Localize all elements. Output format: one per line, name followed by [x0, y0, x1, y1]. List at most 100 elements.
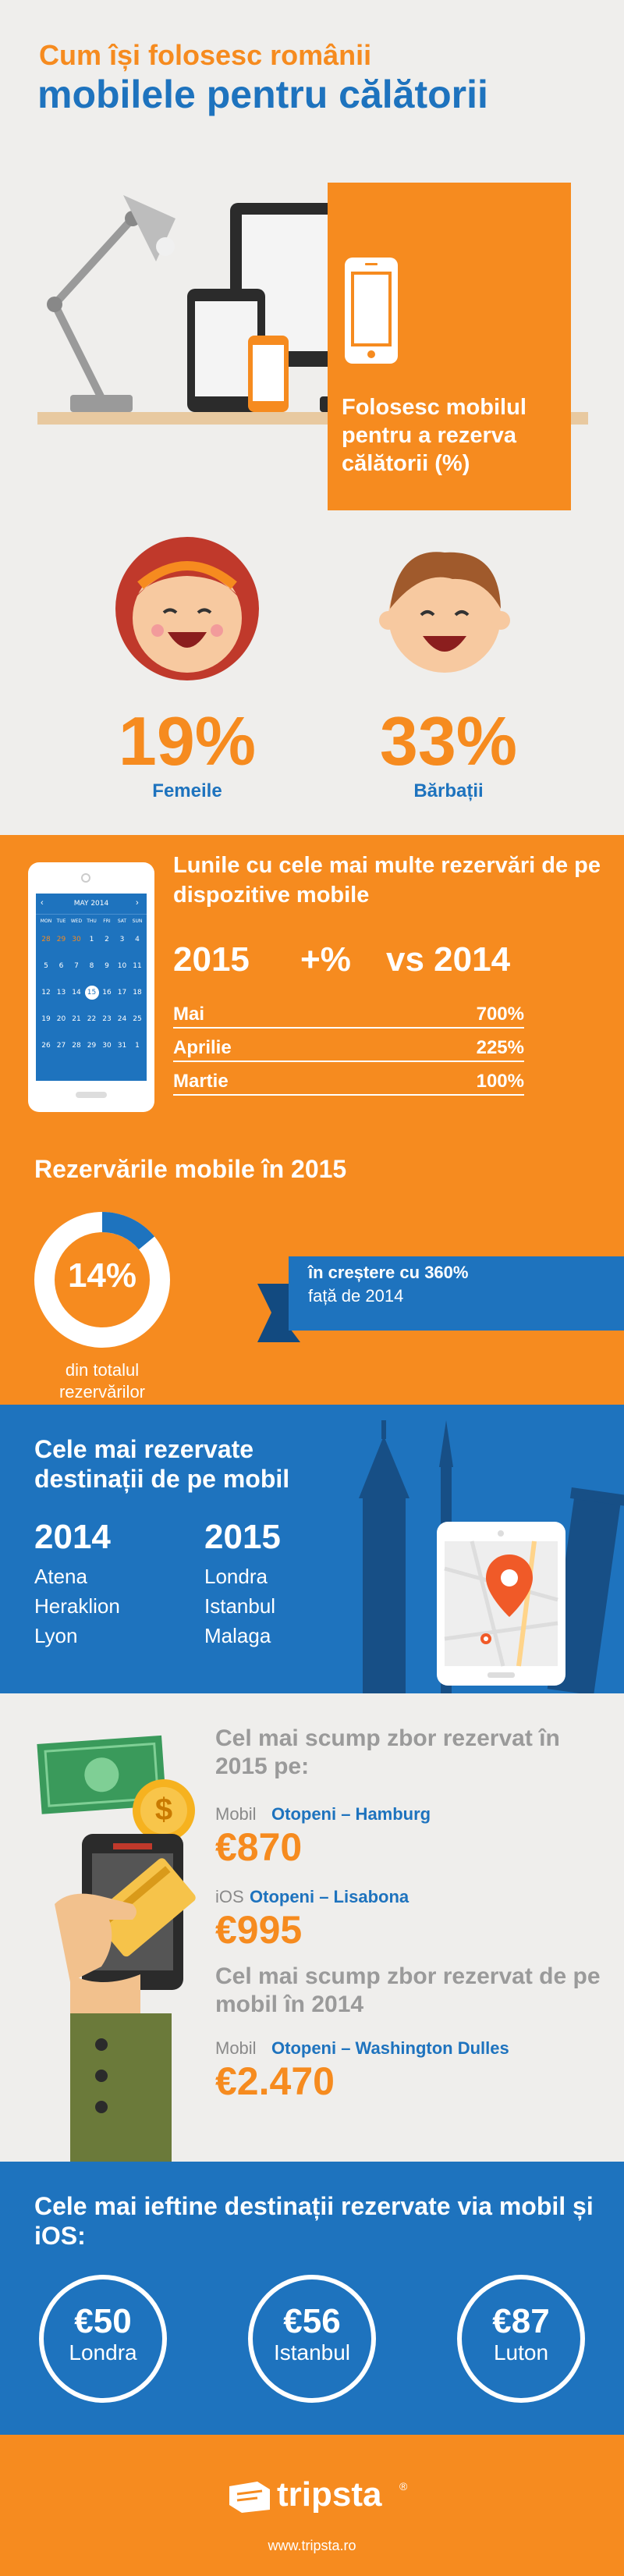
usage-label: Folosesc mobilul pentru a rezerva călăto… — [342, 395, 526, 476]
mobile-route-2015: Otopeni – Hamburg — [271, 1804, 431, 1824]
calendar-day[interactable]: 8 — [89, 962, 94, 970]
banknote-icon — [37, 1735, 167, 1814]
calendar-day[interactable]: 6 — [58, 962, 64, 970]
calendar-day[interactable]: 25 — [133, 1015, 142, 1023]
calendar-next-icon: › — [136, 898, 139, 908]
calendar-day[interactable]: 9 — [105, 962, 109, 970]
calendar-day[interactable]: 14 — [72, 989, 81, 997]
cheapest-price: €56 — [283, 2302, 341, 2340]
men-percent: 33% — [379, 702, 518, 780]
calendar-day[interactable]: 11 — [133, 962, 142, 970]
mobile-share-caption: din totalul rezervărilor — [58, 1360, 146, 1402]
calendar-day[interactable]: 10 — [117, 962, 127, 970]
header-line1: Cum își folosesc românii — [39, 39, 372, 71]
calendar-day[interactable]: 4 — [135, 936, 140, 943]
women-label: Femeile — [152, 780, 222, 801]
phone-icon — [345, 258, 398, 364]
calendar-weekday: THU — [87, 918, 97, 924]
destinations-title: Cele mai rezervate destinații de pe mobi… — [34, 1435, 290, 1493]
calendar-weekday: WED — [70, 918, 83, 924]
calendar-day[interactable]: 20 — [56, 1015, 66, 1023]
calendar-day[interactable]: 24 — [117, 1015, 127, 1023]
growth-ribbon — [257, 1256, 624, 1342]
man-face-icon — [379, 552, 510, 673]
sleeve — [70, 2013, 172, 2162]
month-value: 100% — [476, 1071, 524, 1092]
destinations-section: Cele mai rezervate destinații de pe mobi… — [0, 1405, 624, 1693]
calendar-day[interactable]: 30 — [72, 936, 81, 943]
calendar-day[interactable]: 16 — [102, 989, 112, 997]
calendar-day[interactable]: 27 — [56, 1042, 66, 1050]
footer-brand: tripsta — [277, 2475, 382, 2514]
mobile-label-2015: Mobil — [215, 1804, 257, 1824]
expensive-2014-title: Cel mai scump zbor rezervat de pe mobil … — [215, 1963, 601, 2017]
cheapest-price: €87 — [492, 2302, 550, 2340]
calendar-weekday: MON — [40, 918, 52, 924]
calendar-day[interactable]: 7 — [74, 962, 79, 970]
calendar-day[interactable]: 2 — [105, 936, 109, 943]
city-2015: Londra — [204, 1565, 268, 1588]
calendar-day[interactable]: 1 — [89, 936, 94, 943]
calendar-weekday: TUE — [56, 918, 66, 924]
mobile-share-percent: 14% — [67, 1256, 137, 1295]
calendar-day[interactable]: 29 — [87, 1042, 97, 1050]
woman-face-icon — [115, 537, 259, 680]
calendar-day[interactable]: 15 — [84, 986, 99, 1000]
calendar-day[interactable]: 28 — [41, 936, 51, 943]
calendar-day[interactable]: 17 — [117, 989, 127, 997]
header-line2: mobilele pentru călătorii — [37, 73, 488, 116]
men-label: Bărbații — [413, 780, 484, 801]
cheapest-item: €87 Luton — [457, 2275, 585, 2403]
landmarks-illustration — [359, 1420, 624, 1693]
footer-url[interactable]: www.tripsta.ro — [268, 2538, 356, 2553]
growth-line2: față de 2014 — [308, 1286, 404, 1306]
calendar-weekday: SUN — [132, 918, 143, 924]
calendar-weekday: FRI — [103, 918, 111, 924]
calendar-day[interactable]: 13 — [56, 989, 66, 997]
calendar-day[interactable]: 21 — [72, 1015, 81, 1023]
hand-phone-illustration — [37, 1735, 196, 2162]
mobile-label-2014: Mobil — [215, 2038, 257, 2058]
calendar-screen: MAY 2014 ‹ › MON TUE WED THU FRI SAT SUN 28 29 3… — [36, 894, 147, 1081]
calendar-day[interactable]: 28 — [72, 1042, 81, 1050]
small-phone-icon — [248, 336, 289, 412]
footer: tripsta ® www.tripsta.ro — [0, 2435, 624, 2576]
phone-camera — [81, 873, 90, 883]
month-name: Aprilie — [173, 1037, 232, 1058]
calendar-day[interactable]: 19 — [41, 1015, 51, 1023]
calendar-day[interactable]: 26 — [41, 1042, 51, 1050]
cheapest-section: Cele mai ieftine destinații rezervate vi… — [0, 2162, 624, 2435]
calendar-day[interactable]: 3 — [119, 936, 125, 943]
calendar-phone: MAY 2014 ‹ › MON TUE WED THU FRI SAT SUN 28 29 3… — [28, 862, 154, 1112]
calendar-day[interactable]: 31 — [117, 1042, 127, 1050]
calendar-day[interactable]: 23 — [102, 1015, 112, 1023]
calendar-day[interactable]: 12 — [41, 989, 51, 997]
cheapest-city: Londra — [69, 2340, 137, 2365]
cheapest-city: Istanbul — [273, 2340, 351, 2365]
month-row: Aprilie 225% — [173, 1032, 524, 1062]
ios-price-2015: €995 — [215, 1908, 303, 1952]
calendar-day[interactable]: 1 — [135, 1042, 140, 1050]
calendar-day[interactable]: 5 — [44, 962, 48, 970]
months-section: MAY 2014 ‹ › MON TUE WED THU FRI SAT SUN 28 29 3… — [0, 835, 624, 1405]
mobile-bookings-title: Rezervările mobile în 2015 — [34, 1155, 347, 1183]
calendar-day[interactable]: 29 — [56, 936, 66, 943]
month-value: 700% — [476, 1004, 524, 1025]
credit-card-icon — [92, 1858, 196, 1957]
mobile-route-2014: Otopeni – Washington Dulles — [271, 2038, 509, 2058]
expensive-section: $ Cel mai scump zbor rezervat în 2015 pe… — [0, 1693, 624, 2162]
tower-body — [363, 1498, 406, 1693]
tripsta-logo-icon — [229, 2482, 270, 2513]
city-2015: Istanbul — [204, 1594, 276, 1618]
year-2014: 2014 — [34, 1518, 111, 1556]
calendar-day[interactable]: 30 — [102, 1042, 112, 1050]
growth-line1: în creștere cu 360% — [308, 1263, 469, 1282]
calendar-day[interactable]: 22 — [87, 1015, 97, 1023]
mobile-share-donut — [34, 1212, 170, 1348]
hand-icon — [55, 1893, 136, 1982]
city-2014: Heraklion — [34, 1594, 120, 1618]
city-2014: Atena — [34, 1565, 87, 1588]
calendar-day[interactable]: 18 — [133, 989, 142, 997]
month-value: 225% — [476, 1037, 524, 1058]
month-row: Martie 100% — [173, 1066, 524, 1096]
